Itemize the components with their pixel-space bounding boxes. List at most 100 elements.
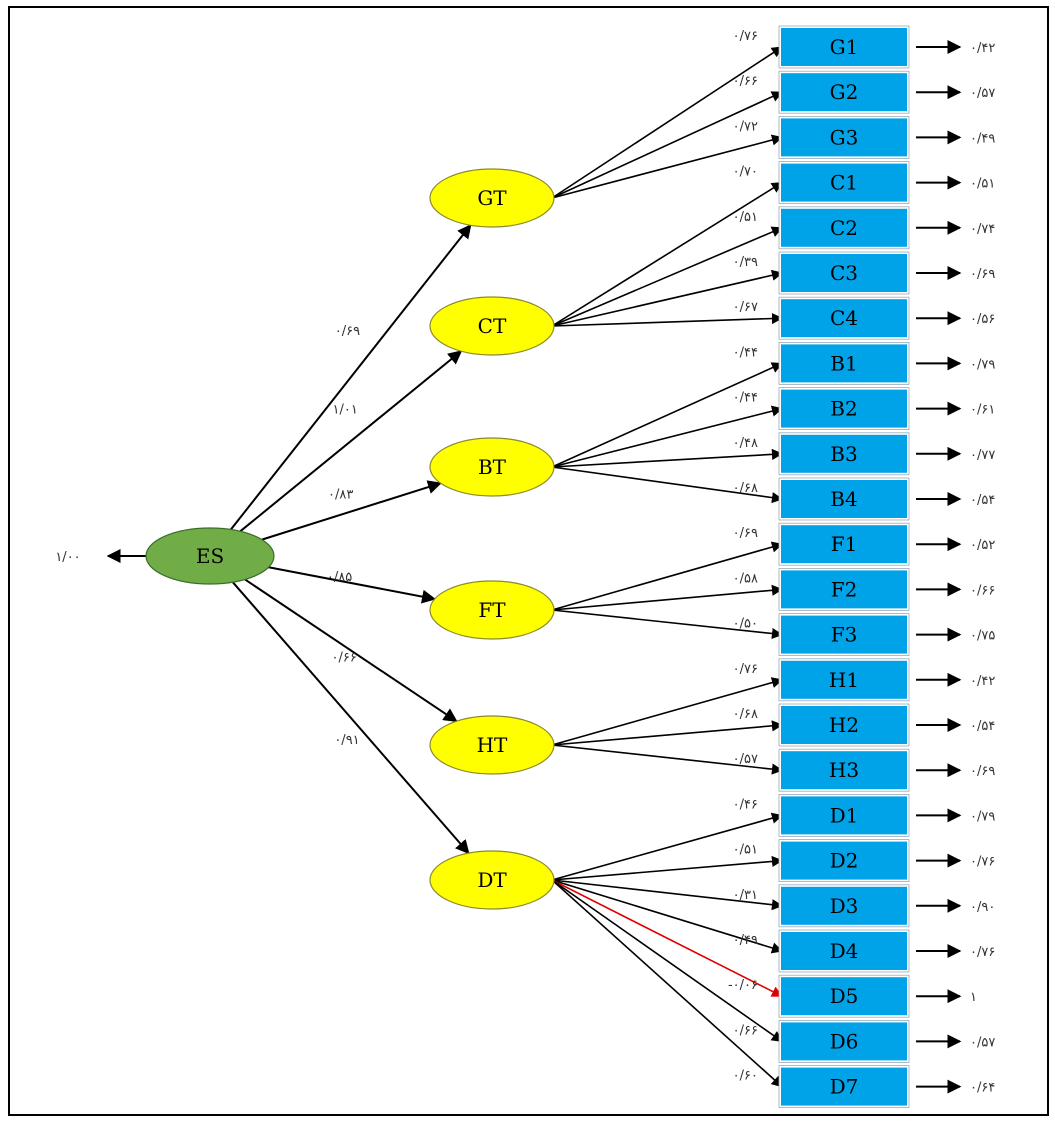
- node-BT-label: BT: [478, 455, 507, 479]
- error-value-D7: ۰/۶۴: [970, 1081, 995, 1096]
- indicator-F3: [779, 613, 909, 656]
- value-ES-variance: ۱/۰۰: [55, 550, 80, 565]
- loading-value-F1: ۰/۶۹: [733, 526, 758, 541]
- indicator-G2-label: G2: [830, 80, 859, 104]
- path-ES-GT: [230, 224, 472, 531]
- indicator-F3-label: F3: [831, 623, 858, 647]
- loading-arrow-F2: [551, 584, 784, 611]
- loading-value-D2: ۰/۵۱: [733, 843, 758, 858]
- loading-arrow-D3: [551, 879, 784, 911]
- error-value-D6: ۰/۵۷: [970, 1035, 995, 1050]
- loading-arrow-C1: [551, 181, 783, 327]
- indicator-C2-label: C2: [830, 216, 858, 240]
- indicator-B2-label: B2: [830, 397, 857, 421]
- loading-value-G1: ۰/۷۶: [733, 29, 758, 44]
- loading-value-C1: ۰/۷۰: [733, 165, 758, 180]
- indicator-H1-label: H1: [829, 668, 859, 692]
- error-value-B4: ۰/۵۴: [970, 493, 995, 508]
- loading-value-C3: ۰/۳۹: [733, 255, 758, 270]
- loading-arrow-D7: [551, 879, 783, 1088]
- loading-value-C2: ۰/۵۱: [733, 210, 758, 225]
- indicator-B1-label: B1: [830, 351, 857, 375]
- error-value-B3: ۰/۷۷: [970, 448, 995, 463]
- indicator-B1: [779, 342, 909, 385]
- error-value-G2: ۰/۵۷: [970, 86, 995, 101]
- node-CT: [429, 296, 555, 356]
- error-value-C4: ۰/۵۶: [970, 312, 995, 327]
- indicator-H3: [779, 749, 909, 792]
- loading-arrow-C3: [551, 269, 784, 327]
- loading-arrow-H2: [551, 720, 784, 746]
- indicator-D2-label: D2: [830, 849, 859, 873]
- loading-arrow-D6: [551, 879, 783, 1043]
- indicator-F2: [779, 568, 909, 611]
- error-value-B1: ۰/۷۹: [970, 357, 995, 372]
- error-value-G1: ۰/۴۲: [970, 41, 995, 56]
- indicator-F1-label: F1: [831, 532, 858, 556]
- error-value-H2: ۰/۵۴: [970, 719, 995, 734]
- error-value-D5: ۱: [970, 990, 977, 1005]
- loading-arrow-C2: [551, 226, 784, 327]
- indicator-G3-label: G3: [830, 125, 859, 149]
- indicator-D5: [779, 975, 909, 1018]
- loading-arrow-B4: [551, 466, 784, 504]
- loading-value-B3: ۰/۴۸: [733, 436, 758, 451]
- loading-value-H3: ۰/۵۷: [733, 752, 758, 767]
- loading-arrow-H1: [551, 677, 784, 746]
- error-value-D4: ۰/۷۶: [970, 945, 995, 960]
- loading-arrow-G3: [551, 134, 784, 199]
- indicator-F2-label: F2: [831, 577, 858, 601]
- indicator-D4-label: D4: [830, 939, 859, 963]
- path-ES-BT: [261, 480, 442, 541]
- loading-arrow-B1: [551, 362, 784, 468]
- indicator-H3-label: H3: [829, 758, 859, 782]
- indicator-H1: [779, 658, 909, 701]
- indicator-D1: [779, 794, 909, 837]
- node-HT-label: HT: [477, 733, 508, 757]
- path-coef-GT: ۰/۶۹: [335, 324, 360, 339]
- indicator-F1: [779, 523, 909, 566]
- error-value-F1: ۰/۵۲: [970, 538, 995, 553]
- loading-arrow-D2: [551, 855, 784, 881]
- path-coef-CT: ۱/۰۱: [333, 403, 358, 418]
- loading-value-G2: ۰/۶۶: [733, 74, 758, 89]
- loading-value-D4: ۰/۴۹: [733, 933, 758, 948]
- indicator-B4-label: B4: [830, 487, 857, 511]
- indicator-C3-label: C3: [830, 261, 858, 285]
- loading-value-D6: ۰/۶۶: [733, 1023, 758, 1038]
- node-FT-label: FT: [478, 598, 506, 622]
- path-ES-CT: [239, 350, 463, 533]
- loading-value-F3: ۰/۵۰: [733, 617, 758, 632]
- indicator-D7-label: D7: [830, 1075, 859, 1099]
- indicator-C4-label: C4: [830, 306, 858, 330]
- loading-value-F2: ۰/۵۸: [733, 571, 758, 586]
- path-ES-DT: [232, 581, 470, 855]
- indicator-C1-label: C1: [830, 171, 858, 195]
- indicator-C3: [779, 252, 909, 294]
- path-coef-FT: ۰/۸۵: [327, 570, 352, 585]
- indicator-D6: [779, 1020, 909, 1063]
- loading-value-G3: ۰/۷۲: [733, 119, 758, 134]
- loading-value-B2: ۰/۴۴: [733, 391, 758, 406]
- path-coef-BT: ۰/۸۳: [328, 488, 353, 503]
- loading-value-B1: ۰/۴۴: [733, 345, 758, 360]
- loading-value-D5: -۰/۰۶: [728, 978, 758, 993]
- loading-value-C4: ۰/۶۷: [733, 300, 758, 315]
- indicator-D7: [779, 1065, 909, 1108]
- indicator-C2: [779, 206, 909, 249]
- path-ES-FT: [268, 566, 436, 604]
- indicator-G1: [779, 26, 909, 68]
- loading-arrow-D5: [551, 879, 783, 997]
- indicator-D3: [779, 884, 909, 927]
- indicator-C1: [779, 161, 909, 204]
- error-value-C3: ۰/۶۹: [970, 267, 995, 282]
- path-ES-HT: [244, 578, 458, 723]
- loading-value-D1: ۰/۴۶: [733, 797, 758, 812]
- error-value-D3: ۰/۹۰: [970, 900, 995, 915]
- indicator-D5-label: D5: [830, 984, 859, 1008]
- loading-arrow-G2: [551, 91, 784, 199]
- loading-value-D7: ۰/۶۰: [733, 1069, 758, 1084]
- loading-value-D3: ۰/۳۱: [733, 888, 758, 903]
- loading-value-B4: ۰/۶۸: [733, 481, 758, 496]
